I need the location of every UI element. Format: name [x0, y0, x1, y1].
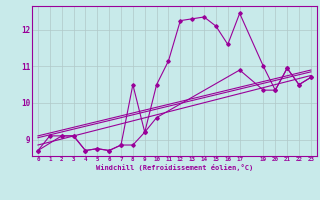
X-axis label: Windchill (Refroidissement éolien,°C): Windchill (Refroidissement éolien,°C) [96, 164, 253, 171]
